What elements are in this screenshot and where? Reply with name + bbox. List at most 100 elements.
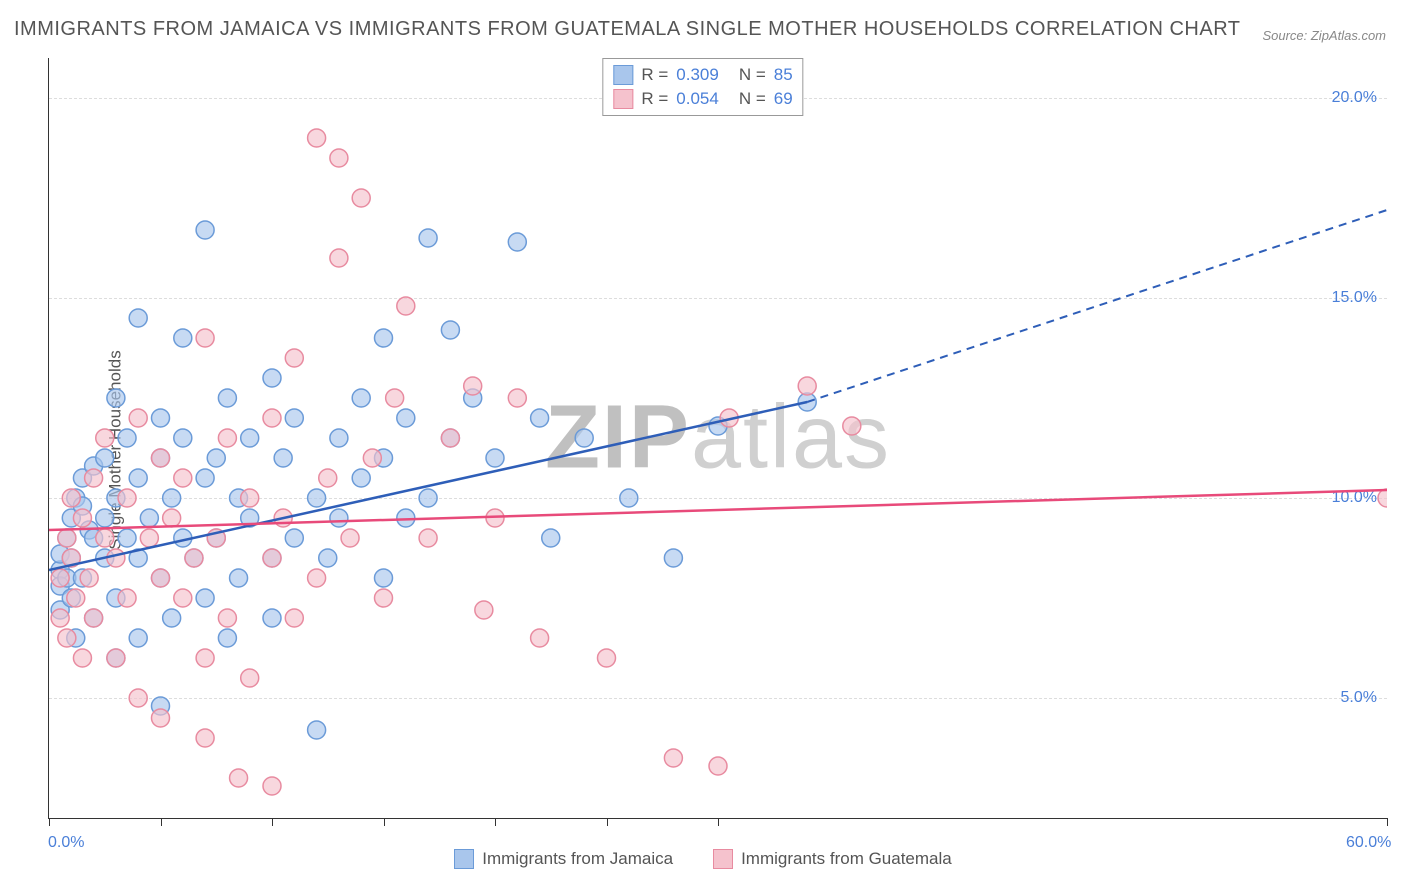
scatter-point <box>441 429 459 447</box>
scatter-point <box>152 709 170 727</box>
scatter-point <box>185 549 203 567</box>
scatter-point <box>709 757 727 775</box>
scatter-point <box>330 149 348 167</box>
scatter-point <box>218 389 236 407</box>
scatter-point <box>263 369 281 387</box>
legend-r-value: 0.054 <box>676 89 719 109</box>
x-tick <box>384 818 385 826</box>
series-legend: Immigrants from Jamaica Immigrants from G… <box>0 849 1406 874</box>
legend-r-value: 0.309 <box>676 65 719 85</box>
scatter-point <box>73 509 91 527</box>
correlation-legend-row: R =0.309N =85 <box>613 63 792 87</box>
series-legend-label: Immigrants from Guatemala <box>741 849 952 869</box>
scatter-point <box>843 417 861 435</box>
chart-title: IMMIGRANTS FROM JAMAICA VS IMMIGRANTS FR… <box>14 18 1241 41</box>
scatter-point <box>163 509 181 527</box>
scatter-point <box>419 489 437 507</box>
scatter-point <box>152 449 170 467</box>
scatter-point <box>441 321 459 339</box>
scatter-point <box>375 329 393 347</box>
scatter-point <box>620 489 638 507</box>
scatter-point <box>241 429 259 447</box>
chart-plot-area: ZIPatlas 5.0%10.0%15.0%20.0% <box>48 58 1387 819</box>
scatter-svg <box>49 58 1387 818</box>
scatter-point <box>58 629 76 647</box>
scatter-point <box>118 489 136 507</box>
scatter-point <box>531 629 549 647</box>
legend-r-label: R = <box>641 89 668 109</box>
regression-line-extrapolated <box>807 210 1387 402</box>
scatter-point <box>96 449 114 467</box>
legend-n-value: 69 <box>774 89 793 109</box>
scatter-point <box>85 469 103 487</box>
scatter-point <box>285 529 303 547</box>
scatter-point <box>397 409 415 427</box>
legend-n-label: N = <box>739 65 766 85</box>
scatter-point <box>475 601 493 619</box>
scatter-point <box>152 409 170 427</box>
scatter-point <box>508 389 526 407</box>
scatter-point <box>308 489 326 507</box>
scatter-point <box>218 629 236 647</box>
x-tick <box>495 818 496 826</box>
scatter-point <box>163 609 181 627</box>
scatter-point <box>241 489 259 507</box>
scatter-point <box>62 489 80 507</box>
scatter-point <box>174 329 192 347</box>
scatter-point <box>129 309 147 327</box>
scatter-point <box>207 449 225 467</box>
scatter-point <box>308 721 326 739</box>
scatter-point <box>542 529 560 547</box>
scatter-point <box>196 329 214 347</box>
scatter-point <box>67 589 85 607</box>
scatter-point <box>419 229 437 247</box>
scatter-point <box>330 249 348 267</box>
scatter-point <box>80 569 98 587</box>
scatter-point <box>419 529 437 547</box>
x-tick <box>161 818 162 826</box>
scatter-point <box>308 129 326 147</box>
scatter-point <box>486 449 504 467</box>
legend-n-value: 85 <box>774 65 793 85</box>
scatter-point <box>285 609 303 627</box>
scatter-point <box>363 449 381 467</box>
scatter-point <box>129 409 147 427</box>
scatter-point <box>58 529 76 547</box>
scatter-point <box>263 777 281 795</box>
series-legend-item: Immigrants from Guatemala <box>713 849 952 869</box>
scatter-point <box>798 377 816 395</box>
scatter-point <box>107 649 125 667</box>
scatter-point <box>107 549 125 567</box>
scatter-point <box>129 629 147 647</box>
scatter-point <box>118 589 136 607</box>
scatter-point <box>51 569 69 587</box>
scatter-point <box>464 377 482 395</box>
scatter-point <box>140 529 158 547</box>
scatter-point <box>341 529 359 547</box>
scatter-point <box>308 569 326 587</box>
scatter-point <box>152 569 170 587</box>
scatter-point <box>241 669 259 687</box>
scatter-point <box>319 549 337 567</box>
scatter-point <box>96 529 114 547</box>
x-tick <box>607 818 608 826</box>
scatter-point <box>330 509 348 527</box>
scatter-point <box>218 429 236 447</box>
correlation-legend: R =0.309N =85R =0.054N =69 <box>602 58 803 116</box>
scatter-point <box>664 549 682 567</box>
series-legend-item: Immigrants from Jamaica <box>454 849 673 869</box>
scatter-point <box>51 609 69 627</box>
x-tick <box>49 818 50 826</box>
legend-swatch <box>713 849 733 869</box>
scatter-point <box>163 489 181 507</box>
scatter-point <box>73 649 91 667</box>
series-legend-label: Immigrants from Jamaica <box>482 849 673 869</box>
legend-swatch <box>613 65 633 85</box>
source-attribution: Source: ZipAtlas.com <box>1262 28 1386 43</box>
scatter-point <box>330 429 348 447</box>
scatter-point <box>85 609 103 627</box>
scatter-point <box>140 509 158 527</box>
scatter-point <box>263 549 281 567</box>
scatter-point <box>174 589 192 607</box>
correlation-legend-row: R =0.054N =69 <box>613 87 792 111</box>
